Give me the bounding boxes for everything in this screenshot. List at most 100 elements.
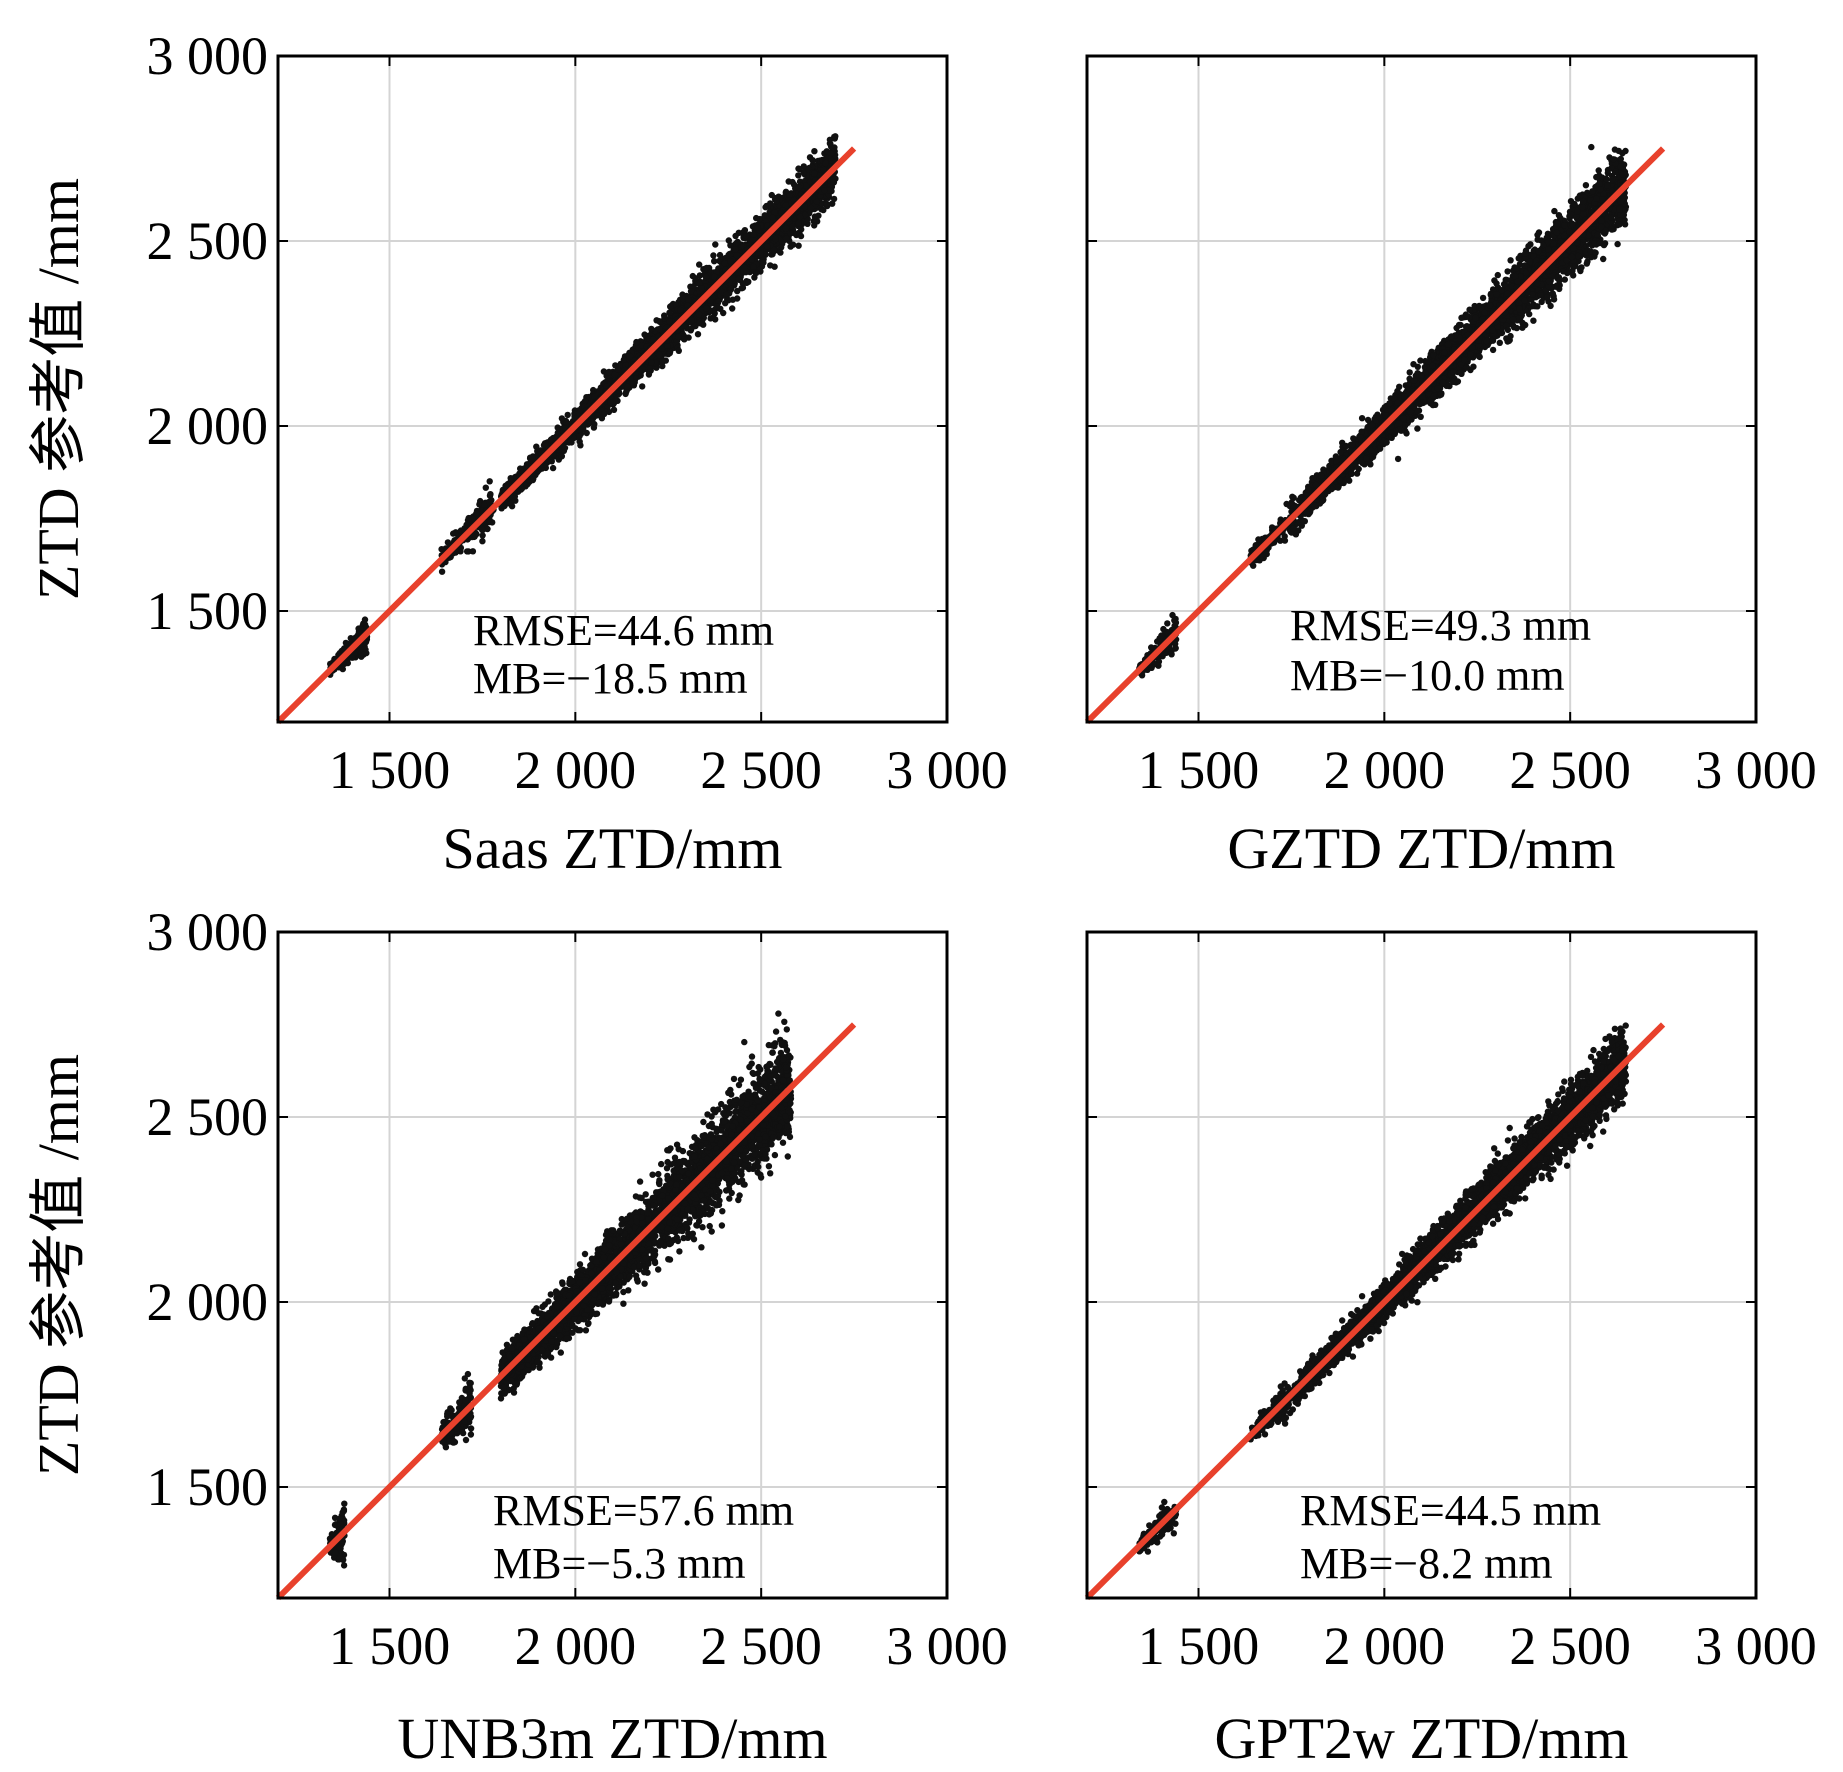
x-tick-label: 3 000 (886, 740, 1008, 800)
data-point (783, 235, 790, 242)
data-point (688, 317, 695, 324)
data-point (745, 278, 752, 285)
data-point (661, 315, 668, 322)
data-point (479, 538, 486, 545)
data-point (438, 568, 446, 575)
data-point (681, 336, 688, 343)
data-point (564, 411, 571, 419)
data-point (481, 501, 488, 508)
data-point (612, 362, 619, 369)
data-point (772, 235, 779, 243)
data-point (727, 257, 734, 265)
data-point (1172, 645, 1179, 652)
data-point (576, 433, 583, 440)
data-point (741, 264, 748, 271)
data-point (486, 518, 493, 526)
data-point (789, 223, 796, 230)
data-point (795, 184, 803, 191)
data-point (610, 406, 618, 413)
data-point (735, 275, 742, 283)
data-point (822, 159, 829, 167)
data-point (675, 333, 682, 341)
x-tick-label: 2 000 (515, 740, 637, 800)
data-point (1168, 651, 1175, 658)
data-point (787, 243, 794, 250)
data-point (650, 336, 657, 343)
data-point (711, 273, 718, 281)
data-point (702, 273, 710, 281)
data-point (811, 170, 818, 177)
data-point (712, 241, 719, 248)
data-point (620, 356, 627, 364)
mb-label: MB=−18.5 mm (473, 654, 748, 703)
data-point (473, 510, 480, 517)
data-point (763, 243, 771, 250)
data-point (710, 252, 717, 259)
data-point (639, 383, 646, 390)
data-point (677, 306, 684, 314)
data-point (713, 303, 721, 310)
data-point (797, 232, 805, 240)
data-point (820, 206, 827, 214)
data-point (743, 232, 750, 240)
data-point (771, 263, 778, 270)
y-tick-label: 1 500 (147, 581, 269, 641)
data-point (1281, 537, 1289, 544)
data-point (698, 285, 705, 292)
data-point (800, 169, 807, 176)
data-point (362, 639, 369, 646)
data-point (591, 420, 598, 428)
data-point (648, 325, 655, 333)
data-point (722, 300, 729, 307)
x-tick-label: 2 500 (700, 740, 822, 800)
data-point (723, 291, 730, 298)
data-point (696, 261, 703, 268)
data-point (832, 133, 839, 140)
data-point (830, 195, 838, 203)
data-point (469, 548, 477, 555)
data-point (641, 331, 648, 338)
data-point (830, 178, 837, 186)
data-point (1171, 617, 1178, 624)
data-point (596, 388, 603, 395)
data-point (356, 629, 363, 636)
data-point (773, 198, 780, 205)
data-point (811, 222, 818, 229)
data-point (666, 349, 673, 357)
data-point (630, 380, 637, 388)
data-point (605, 368, 613, 376)
data-point (633, 338, 640, 346)
rmse-label: RMSE=44.6 mm (473, 606, 774, 655)
data-point (1164, 620, 1171, 627)
data-point (703, 305, 710, 312)
data-point (777, 249, 784, 256)
data-point (734, 238, 741, 246)
data-point (696, 272, 704, 279)
data-point (720, 309, 727, 317)
data-point (601, 410, 608, 418)
data-point (581, 397, 589, 405)
data-point (361, 616, 369, 623)
data-point (1158, 632, 1165, 639)
data-point (479, 526, 486, 534)
data-point (769, 214, 776, 221)
y-axis-title: ZTD 参考值 /mm (26, 178, 91, 600)
data-point (358, 653, 365, 660)
data-point (1255, 536, 1262, 543)
data-point (741, 227, 749, 234)
x-axis-title: Saas ZTD/mm (443, 816, 783, 881)
data-point (626, 353, 633, 360)
data-point (725, 237, 732, 244)
data-point (760, 259, 767, 266)
x-tick-label: 1 500 (329, 740, 451, 800)
data-point (694, 331, 702, 338)
data-point (811, 148, 818, 155)
data-point (684, 296, 692, 303)
data-point (795, 242, 802, 249)
data-point (675, 347, 682, 354)
data-point (648, 359, 655, 366)
data-point (576, 409, 583, 417)
data-point (827, 150, 835, 157)
data-point (482, 484, 489, 491)
